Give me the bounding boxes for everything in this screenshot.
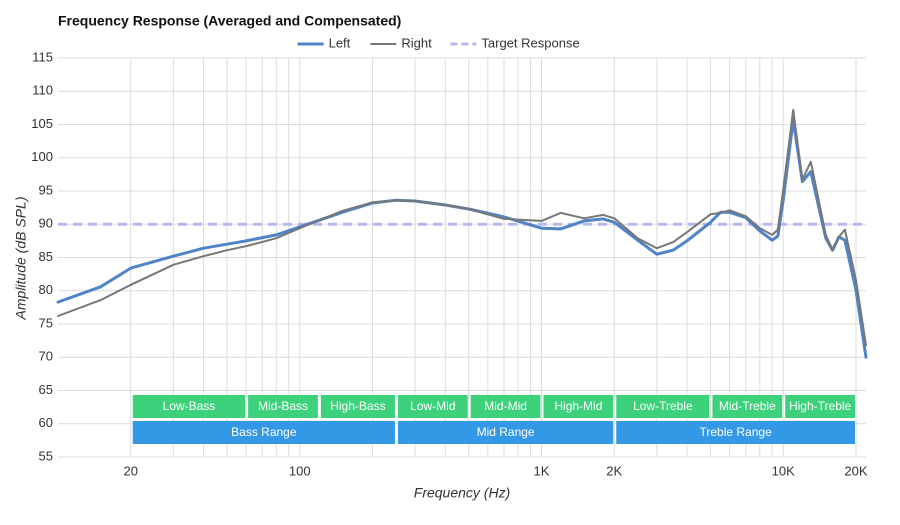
range-band	[785, 395, 855, 418]
x-tick-label: 100	[289, 463, 311, 478]
chart-title: Frequency Response (Averaged and Compens…	[58, 13, 401, 29]
series-line	[57, 108, 867, 347]
legend-label: Left	[329, 35, 351, 50]
range-label: Mid-Mid	[484, 399, 527, 413]
x-tick-label: 1K	[534, 463, 550, 478]
y-tick-label: 65	[39, 382, 53, 397]
x-tick-label: 20	[124, 463, 138, 478]
range-label: Mid Range	[477, 425, 535, 439]
range-band	[132, 421, 395, 444]
range-label: Low-Mid	[410, 399, 455, 413]
y-tick-label: 70	[39, 349, 53, 364]
range-label: Mid-Treble	[719, 399, 776, 413]
range-band	[616, 421, 855, 444]
range-band	[397, 395, 468, 418]
y-tick-label: 90	[39, 216, 53, 231]
y-tick-label: 55	[39, 448, 53, 463]
range-label: High-Bass	[330, 399, 385, 413]
range-label: High-Mid	[554, 399, 602, 413]
range-band	[470, 395, 541, 418]
range-band	[397, 421, 614, 444]
range-label: Bass Range	[231, 425, 297, 439]
x-tick-label: 20K	[844, 463, 867, 478]
y-tick-label: 85	[39, 249, 53, 264]
y-tick-label: 105	[31, 116, 53, 131]
y-tick-label: 75	[39, 315, 53, 330]
y-tick-label: 110	[32, 83, 53, 98]
y-tick-label: 115	[32, 49, 53, 64]
series-line	[56, 118, 868, 359]
range-label: Treble Range	[699, 425, 772, 439]
range-label: High-Treble	[789, 399, 852, 413]
range-label: Low-Bass	[163, 399, 216, 413]
range-band	[132, 395, 246, 418]
x-tick-label: 10K	[772, 463, 795, 478]
range-band	[616, 395, 710, 418]
x-axis-title: Frequency (Hz)	[414, 485, 510, 501]
y-axis-title: Amplitude (dB SPL)	[13, 197, 29, 321]
range-label: Low-Treble	[633, 399, 693, 413]
x-tick-label: 2K	[606, 463, 622, 478]
y-tick-label: 60	[39, 415, 53, 430]
range-band	[248, 395, 318, 418]
range-band	[543, 395, 614, 418]
legend-label: Right	[401, 35, 432, 50]
range-label: Mid-Bass	[258, 399, 308, 413]
range-band	[712, 395, 783, 418]
range-band	[320, 395, 395, 418]
y-tick-label: 100	[31, 149, 53, 164]
y-tick-label: 80	[39, 282, 53, 297]
y-tick-label: 95	[39, 182, 53, 197]
legend-label: Target Response	[481, 35, 579, 50]
